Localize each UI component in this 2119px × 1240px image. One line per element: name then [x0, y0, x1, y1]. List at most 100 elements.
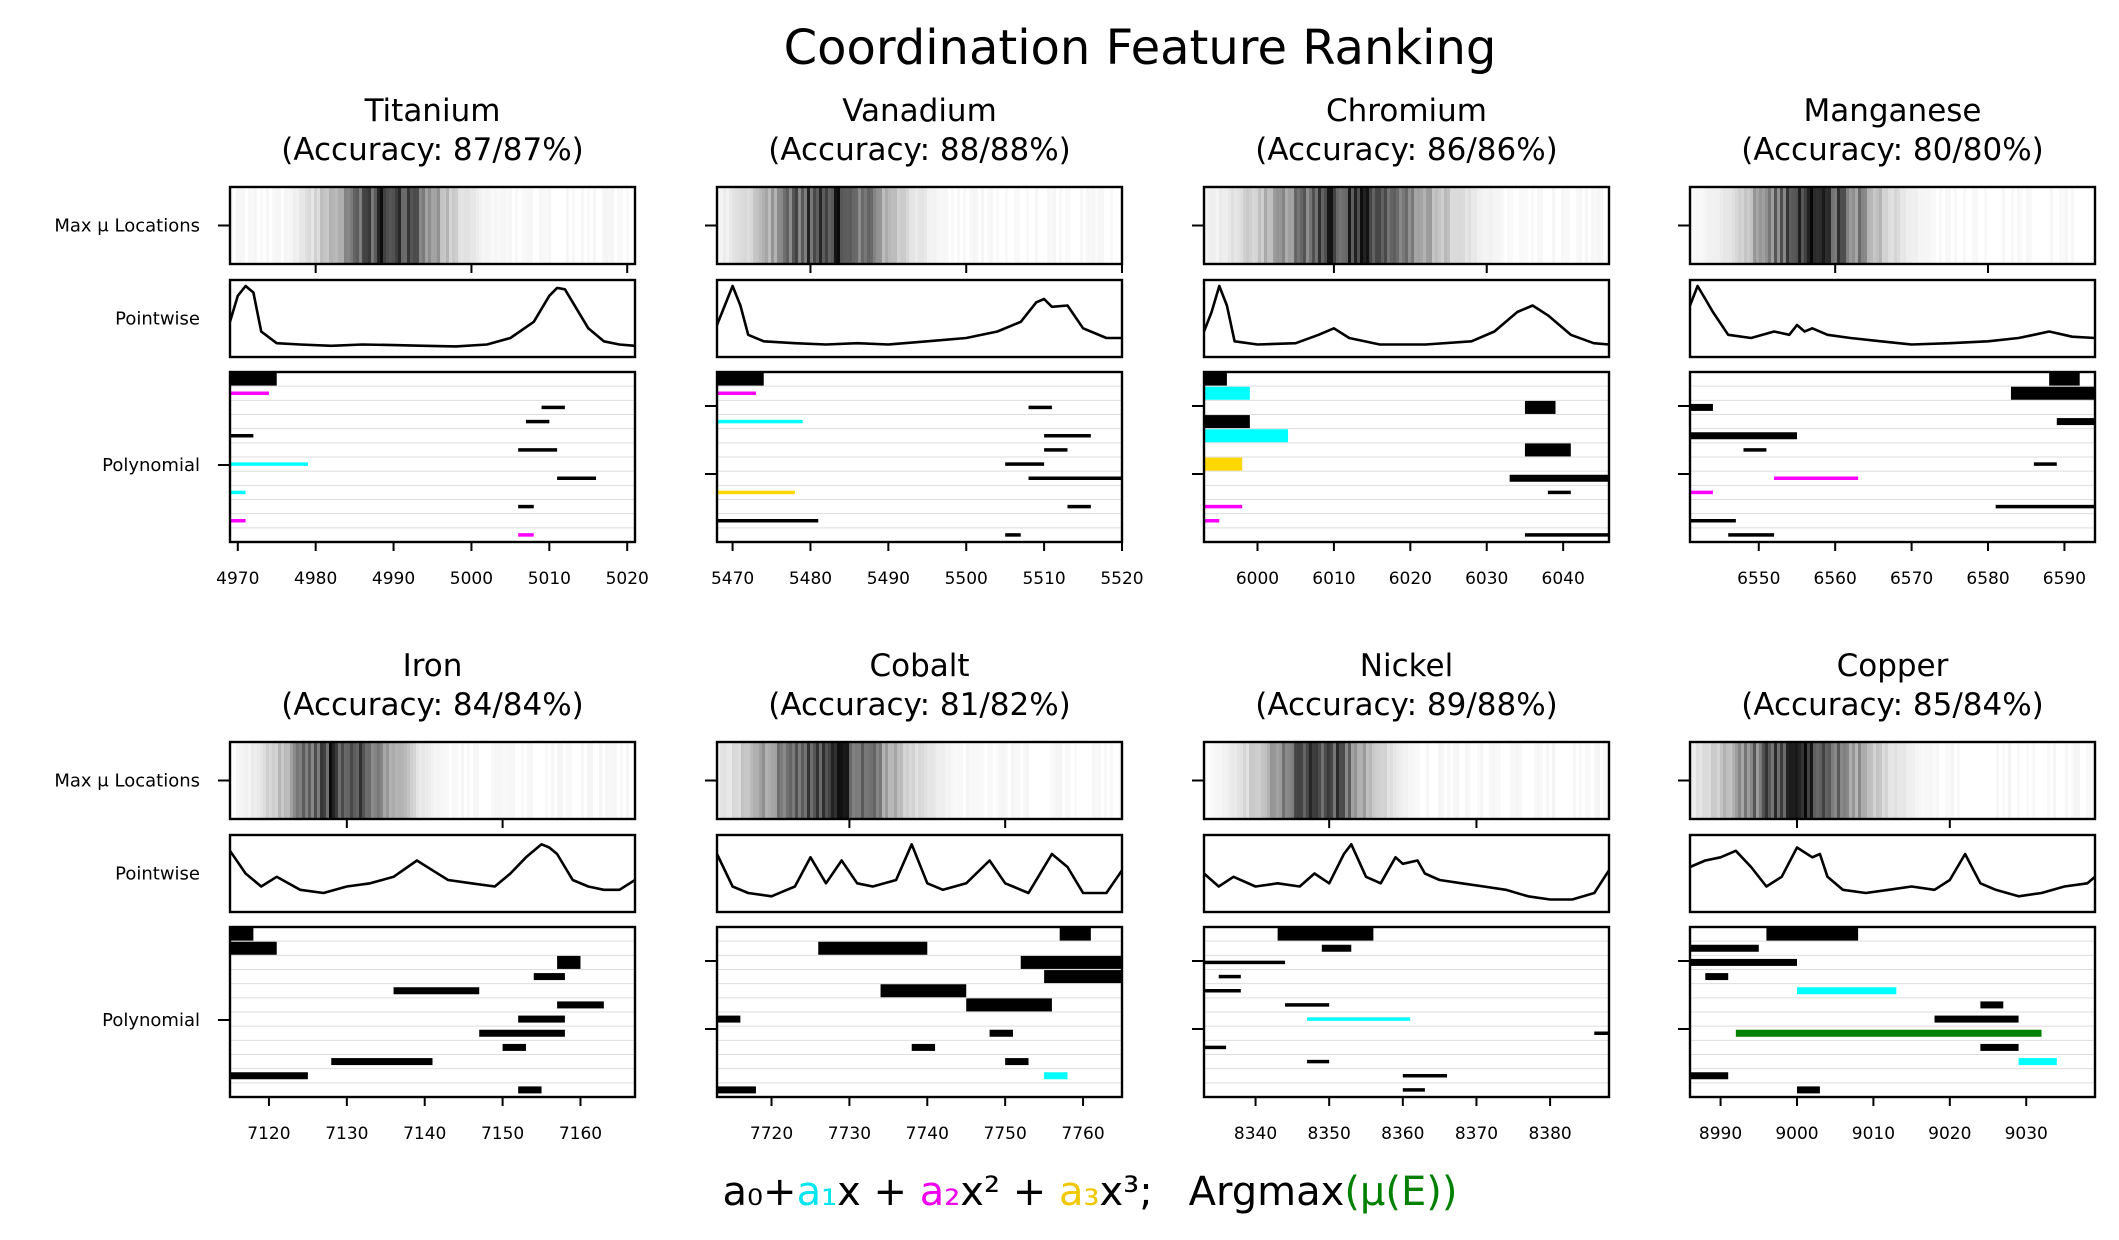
max-mu-cell: [590, 742, 593, 819]
max-mu-cell: [365, 742, 368, 819]
max-mu-cell: [338, 187, 341, 264]
feature-bar-a0: [880, 984, 967, 998]
max-mu-cell: [368, 742, 371, 819]
feature-bar-argmax: [1735, 1029, 2042, 1037]
max-mu-cell: [1894, 742, 1897, 819]
max-mu-cell: [1915, 187, 1918, 264]
max-mu-cell: [470, 187, 473, 264]
max-mu-cell: [1273, 742, 1276, 819]
max-mu-cell: [939, 187, 942, 264]
max-mu-cell: [798, 187, 801, 264]
max-mu-cell: [1537, 742, 1540, 819]
max-mu-cell: [954, 742, 957, 819]
max-mu-cell: [356, 187, 359, 264]
max-mu-cell: [1303, 187, 1306, 264]
max-mu-cell: [353, 742, 356, 819]
max-mu-cell: [380, 187, 383, 264]
x-tick-label: 6550: [1737, 569, 1780, 589]
max-mu-cell: [888, 742, 891, 819]
max-mu-cell: [2011, 187, 2014, 264]
max-mu-cell: [299, 187, 302, 264]
feature-bar-a0: [1028, 476, 1122, 480]
panel-title: Vanadium: [842, 93, 997, 129]
max-mu-cell: [795, 187, 798, 264]
max-mu-cell: [1708, 742, 1711, 819]
max-mu-cell: [323, 187, 326, 264]
max-mu-cell: [1849, 187, 1852, 264]
max-mu-cell: [236, 187, 239, 264]
pointwise-frame: [715, 833, 1124, 914]
max-mu-cell: [750, 742, 753, 819]
panel-accuracy: (Accuracy: 88/88%): [768, 132, 1071, 168]
max-mu-cell: [416, 742, 419, 819]
max-mu-cell: [455, 742, 458, 819]
max-mu-cell: [870, 742, 873, 819]
max-mu-cell: [801, 742, 804, 819]
max-mu-cell: [1300, 742, 1303, 819]
pointwise-line: [715, 843, 1124, 898]
max-mu-cell: [867, 187, 870, 264]
max-mu-cell: [906, 742, 909, 819]
max-mu-cell: [1255, 742, 1258, 819]
max-mu-cell: [1564, 187, 1567, 264]
max-mu-cell: [500, 187, 503, 264]
pointwise-line: [1689, 846, 2096, 898]
max-mu-cell: [1711, 742, 1714, 819]
max-mu-cell: [1393, 742, 1396, 819]
max-mu-cell: [1222, 742, 1225, 819]
max-mu-cell: [269, 742, 272, 819]
max-mu-cell: [2020, 187, 2023, 264]
max-mu-cell: [1879, 742, 1882, 819]
max-mu-cell: [894, 742, 897, 819]
max-mu-cell: [1972, 187, 1975, 264]
max-mu-cell: [975, 742, 978, 819]
max-mu-cell: [1255, 187, 1258, 264]
feature-bar-a2: [1204, 504, 1243, 509]
max-mu-cell: [813, 187, 816, 264]
max-mu-cell: [410, 742, 413, 819]
max-mu-cell: [990, 742, 993, 819]
max-mu-cell: [723, 187, 726, 264]
feature-bar-a0: [717, 1015, 741, 1023]
max-mu-cell: [509, 187, 512, 264]
max-mu-cell: [1891, 742, 1894, 819]
max-mu-cell: [332, 742, 335, 819]
max-mu-cell: [1417, 187, 1420, 264]
max-mu-cell: [440, 742, 443, 819]
pointwise-line: [1688, 284, 2096, 346]
max-mu-cell: [924, 187, 927, 264]
max-mu-cell: [1939, 187, 1942, 264]
max-mu-cell: [401, 187, 404, 264]
max-mu-cell: [828, 187, 831, 264]
max-mu-cell: [1873, 742, 1876, 819]
max-mu-cell: [2059, 187, 2062, 264]
max-mu-cell: [314, 742, 317, 819]
max-mu-cell: [1372, 742, 1375, 819]
max-mu-cell: [876, 742, 879, 819]
max-mu-cell: [957, 742, 960, 819]
max-mu-cell: [254, 742, 257, 819]
max-mu-cell: [825, 187, 828, 264]
max-mu-cell: [626, 187, 629, 264]
max-mu-cell: [1927, 742, 1930, 819]
max-mu-cell: [1432, 187, 1435, 264]
max-mu-cell: [1480, 742, 1483, 819]
max-mu-cell: [1819, 742, 1822, 819]
legend-part: +: [763, 1169, 797, 1215]
max-mu-cell: [1450, 187, 1453, 264]
max-mu-cell: [368, 187, 371, 264]
max-mu-cell: [1813, 742, 1816, 819]
x-tick-label: 6560: [1814, 569, 1857, 589]
max-mu-cell: [1237, 742, 1240, 819]
legend-part: x³;: [1099, 1169, 1152, 1215]
max-mu-cell: [1210, 187, 1213, 264]
max-mu-cell: [458, 187, 461, 264]
max-mu-cell: [840, 742, 843, 819]
feature-bar-a0: [717, 372, 764, 386]
max-mu-cell: [1945, 187, 1948, 264]
max-mu-cell: [560, 742, 563, 819]
max-mu-cell: [1744, 742, 1747, 819]
max-mu-cell: [1816, 742, 1819, 819]
feature-bar-a0: [1980, 1043, 2019, 1051]
max-mu-cell: [620, 187, 623, 264]
